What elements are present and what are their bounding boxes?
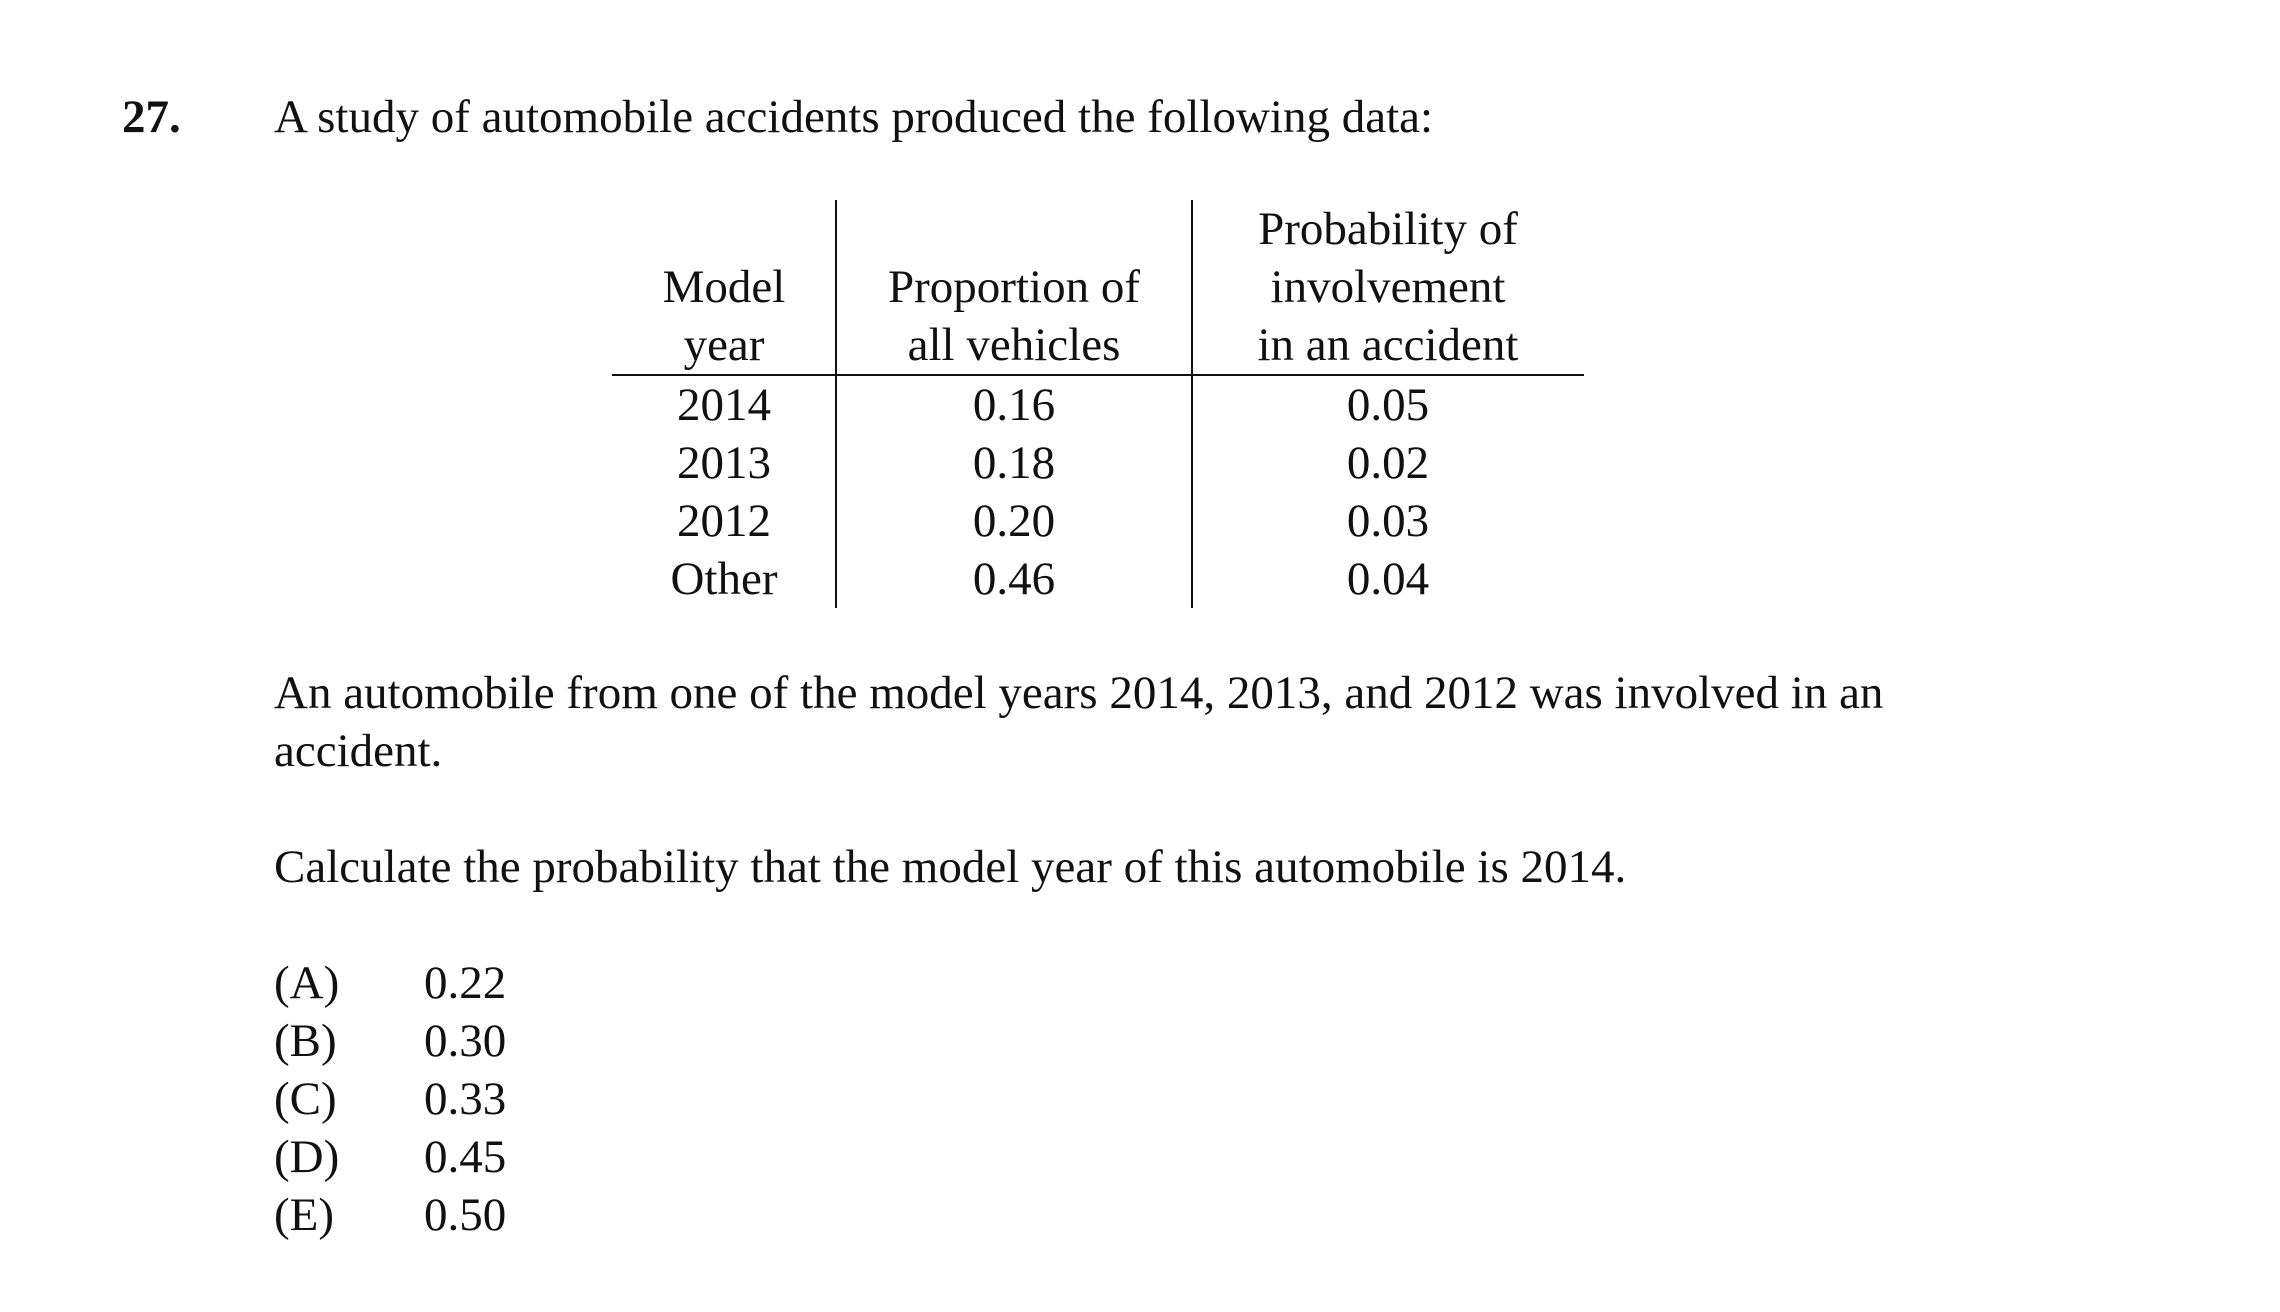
table-divider-vertical bbox=[1191, 200, 1193, 608]
model-year-header: Model year bbox=[612, 200, 836, 374]
table-cell: 0.16 bbox=[972, 379, 1056, 431]
answer-choice-d[interactable]: (D) 0.45 bbox=[274, 1128, 506, 1186]
choice-letter: (C) bbox=[274, 1073, 337, 1125]
answer-choice-e[interactable]: (E) 0.50 bbox=[274, 1186, 506, 1244]
model-year-column: Model year 2014 2013 2012 Other bbox=[612, 200, 836, 608]
table-cell: 0.20 bbox=[972, 495, 1056, 547]
proportion-column: Proportion of all vehicles 0.16 0.18 0.2… bbox=[836, 200, 1192, 608]
table-header-rule bbox=[612, 374, 1584, 376]
table-cell: 0.05 bbox=[1346, 379, 1430, 431]
proportion-header: Proportion of all vehicles bbox=[836, 200, 1192, 374]
header-line: Model bbox=[662, 261, 786, 313]
table-cell: 0.18 bbox=[972, 437, 1056, 489]
proportion-values: 0.16 0.18 0.20 0.46 bbox=[836, 376, 1192, 608]
header-line: all vehicles bbox=[907, 319, 1121, 371]
table-cell: 0.04 bbox=[1346, 553, 1430, 605]
table-divider-vertical bbox=[835, 200, 837, 608]
choice-letter: (A) bbox=[274, 957, 340, 1009]
table-cell: 2012 bbox=[677, 495, 771, 547]
probability-values: 0.05 0.02 0.03 0.04 bbox=[1192, 376, 1584, 608]
table-cell: Other bbox=[670, 553, 778, 605]
table-cell: 0.46 bbox=[972, 553, 1056, 605]
table-cell: 2014 bbox=[677, 379, 771, 431]
header-line: in an accident bbox=[1257, 319, 1519, 371]
accident-data-table: Model year 2014 2013 2012 Other Proporti… bbox=[612, 200, 1584, 608]
choice-letter: (E) bbox=[274, 1189, 335, 1241]
question-intro: A study of automobile accidents produced… bbox=[274, 91, 1434, 143]
answer-choice-c[interactable]: (C) 0.33 bbox=[274, 1070, 506, 1128]
choice-value: 0.50 bbox=[424, 1189, 507, 1241]
choice-value: 0.30 bbox=[424, 1015, 507, 1067]
question-number: 27. bbox=[122, 91, 181, 143]
choice-value: 0.33 bbox=[424, 1073, 507, 1125]
choice-value: 0.45 bbox=[424, 1131, 507, 1183]
answer-choice-b[interactable]: (B) 0.30 bbox=[274, 1012, 506, 1070]
header-line: Proportion of bbox=[888, 261, 1140, 313]
probability-column: Probability of involvement in an acciden… bbox=[1192, 200, 1584, 608]
answer-choices: (A) 0.22 (B) 0.30 (C) 0.33 (D) 0.45 (E) … bbox=[274, 954, 506, 1244]
header-line: involvement bbox=[1270, 261, 1506, 313]
model-year-values: 2014 2013 2012 Other bbox=[612, 376, 836, 608]
question-prompt: Calculate the probability that the model… bbox=[274, 841, 1627, 893]
header-line: Probability of bbox=[1258, 203, 1518, 255]
table-cell: 0.02 bbox=[1346, 437, 1430, 489]
answer-choice-a[interactable]: (A) 0.22 bbox=[274, 954, 506, 1012]
header-line: year bbox=[683, 319, 765, 371]
table-cell: 0.03 bbox=[1346, 495, 1430, 547]
choice-letter: (D) bbox=[274, 1131, 340, 1183]
choice-letter: (B) bbox=[274, 1015, 337, 1067]
table-cell: 2013 bbox=[677, 437, 771, 489]
probability-header: Probability of involvement in an acciden… bbox=[1192, 200, 1584, 374]
choice-value: 0.22 bbox=[424, 957, 507, 1009]
question-paragraph: An automobile from one of the model year… bbox=[274, 667, 1884, 777]
